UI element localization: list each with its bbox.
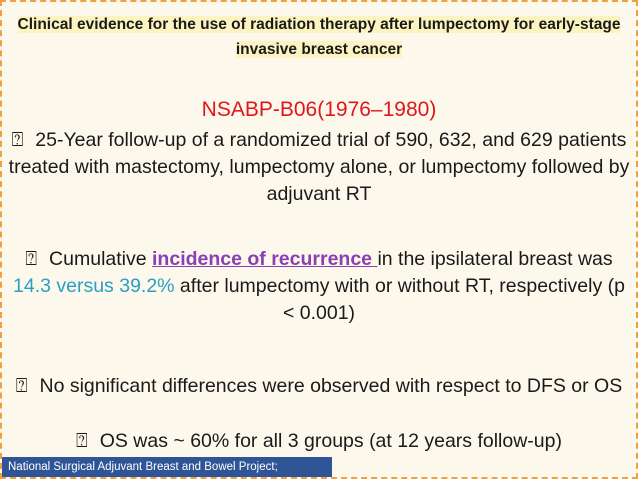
point: ⍰ OS was ~ 60% for all 3 groups (at 12 ye… — [6, 428, 632, 455]
bullet: ⍰ — [76, 430, 88, 452]
point: ⍰ 25-Year follow-up of a randomized trial… — [6, 127, 632, 208]
point-text: in the ipsilateral breast was — [377, 248, 613, 270]
title-block: Clinical evidence for the use of radiati… — [6, 12, 632, 62]
footer: National Surgical Adjuvant Breast and Bo… — [2, 457, 332, 477]
point-text: 25-Year follow-up of a randomized trial … — [8, 129, 630, 205]
trial-name: NSABP-B06(1976–1980) — [201, 98, 437, 121]
bullet: ⍰ — [25, 248, 38, 270]
point-text: Cumulative — [49, 248, 153, 270]
point-text: after lumpectomy with or without RT, res… — [174, 275, 625, 324]
point: ⍰ No significant differences were observe… — [6, 373, 632, 400]
point: ⍰ Cumulative incidence of recurrence in t… — [6, 246, 632, 327]
bullet: ⍰ — [11, 129, 24, 151]
title: Clinical evidence for the use of radiati… — [17, 16, 621, 58]
bullet: ⍰ — [15, 375, 28, 397]
point-text: No significant differences were observed… — [39, 375, 623, 397]
result-text: 14.3 versus 39.2% — [13, 275, 175, 297]
point-text: OS was ~ 60% for all 3 groups (at 12 yea… — [99, 430, 562, 452]
highlight-text: incidence of recurrence — [152, 248, 378, 270]
